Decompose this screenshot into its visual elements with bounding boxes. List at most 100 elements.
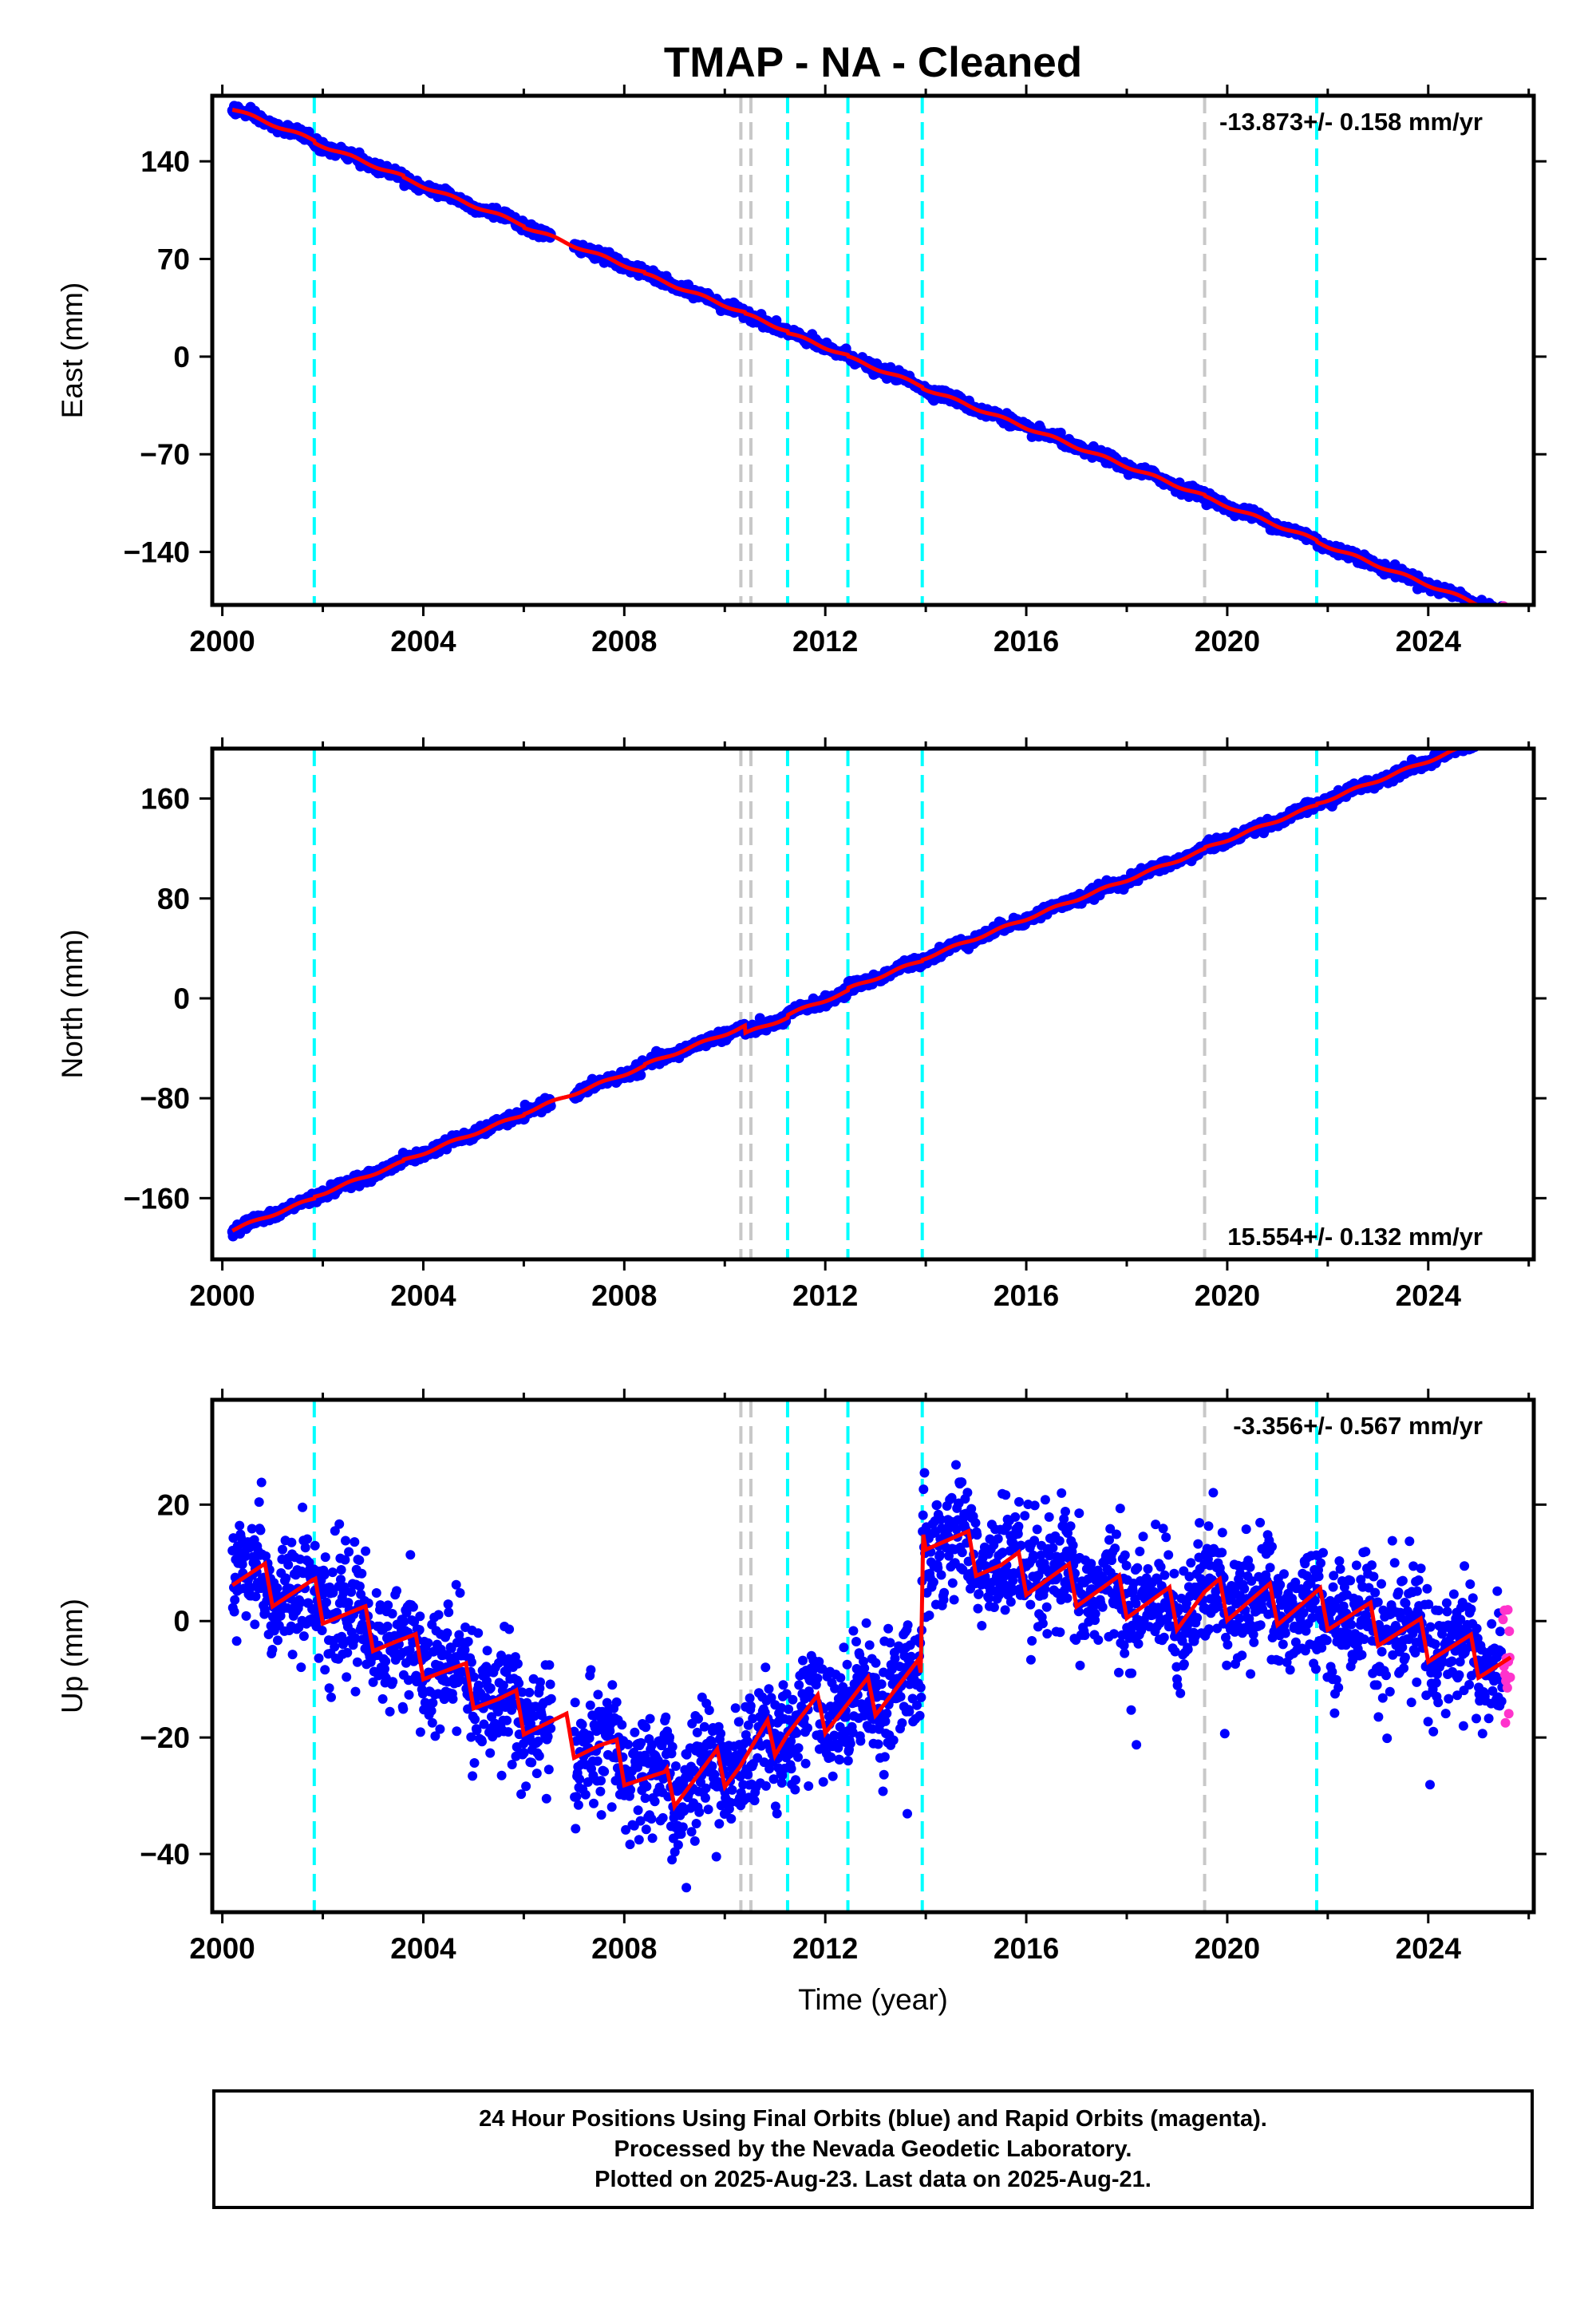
final-orbit-point [512,1658,523,1669]
final-orbit-point [504,1624,515,1634]
rapid-orbit-point [1502,609,1512,619]
final-orbit-point [283,1559,294,1570]
final-orbit-point [1489,727,1499,737]
final-orbit-point [342,1647,353,1658]
x-tick-label: 2012 [792,1279,858,1312]
final-orbit-point [477,1737,487,1747]
final-orbit-point [314,1653,324,1663]
final-orbit-point [571,1792,582,1802]
final-orbit-point [1488,722,1499,733]
final-orbit-point [1493,725,1503,736]
final-orbit-point [611,1697,622,1707]
x-tick-label: 2020 [1195,625,1260,658]
final-orbit-point [320,1552,330,1563]
rapid-orbit-point [1499,729,1510,739]
final-orbit-point [455,1588,465,1598]
final-orbit-point [327,1567,338,1578]
final-orbit-point [451,1579,461,1590]
rapid-orbit-point [1501,608,1511,619]
up-panel: 2000 2004 2008 2012 2016 2020 2024−40−20020Up … [56,1389,1547,1965]
final-orbit-point [1468,737,1479,748]
final-orbit-point [1491,726,1501,737]
final-orbit-point [645,1713,655,1724]
final-orbit-point [1477,737,1487,748]
y-tick-label: 160 [140,783,190,816]
final-orbit-point [1487,730,1497,741]
final-orbit-point [1491,729,1502,740]
final-orbit-point [423,1638,433,1648]
final-orbit-point [317,1626,327,1635]
rapid-orbit-point [1501,723,1511,733]
rapid-orbit-point [1500,608,1511,619]
final-orbit-point [1486,732,1496,742]
final-orbit-point [230,1595,240,1605]
final-orbit-point [1490,732,1500,742]
final-orbit-point [1493,606,1503,616]
final-orbit-point [1484,736,1495,746]
y-axis-label: North (mm) [56,929,89,1078]
final-orbit-point [310,1540,320,1551]
final-orbit-point [534,1751,544,1761]
final-orbit-point [543,1732,553,1741]
final-orbit-point [485,1748,496,1758]
final-orbit-point [524,1687,535,1697]
final-orbit-point [485,1683,496,1694]
final-orbit-point [415,1611,425,1622]
final-orbit-point [404,1690,414,1700]
x-tick-label: 2016 [994,1279,1059,1312]
final-orbit-point [250,1619,260,1630]
y-tick-label: −80 [140,1082,190,1115]
final-orbit-point [503,1727,513,1737]
final-orbit-point [607,1680,618,1690]
x-tick-label: 2004 [390,625,456,658]
x-tick-label: 2008 [591,625,657,658]
final-orbit-point [625,1840,635,1850]
final-orbit-point [1471,735,1481,745]
final-orbit-point [1485,607,1495,618]
final-orbit-point [641,1824,651,1835]
x-tick-label: 2008 [591,1279,657,1312]
final-orbit-point [463,1636,473,1646]
rapid-orbit-point [1503,724,1514,734]
final-orbit-point [278,1544,287,1555]
final-orbit-point [344,1547,354,1557]
final-orbit-point [235,1520,245,1531]
final-orbit-point [388,1677,398,1687]
final-orbit-point [231,1636,242,1646]
final-orbit-point [1491,607,1501,617]
final-orbit-point [1496,607,1507,618]
x-tick-label: 2004 [390,1279,456,1312]
final-orbit-point [448,1694,458,1704]
x-tick-label: 2000 [189,625,255,658]
final-orbit-point [361,1546,371,1556]
final-orbit-point [229,1607,239,1617]
final-orbit-point [237,1559,247,1570]
final-orbit-point [470,1714,480,1725]
x-tick-label: 2024 [1396,1279,1462,1312]
final-orbit-point [544,1660,555,1670]
final-orbit-point [1464,737,1475,748]
final-orbit-point [298,1631,309,1642]
model-fit-curve [231,749,1464,1233]
final-orbit-point [1480,736,1491,746]
final-orbit-point [281,1573,291,1583]
final-orbit-point [1496,725,1507,735]
final-orbit-point [527,1757,537,1768]
final-orbit-point [319,1570,330,1580]
final-orbit-point [428,1697,438,1708]
final-orbit-point [350,1686,361,1697]
final-orbit-point [256,1477,267,1488]
final-orbit-point [273,1635,282,1646]
final-orbit-point [435,1724,445,1734]
final-orbit-point [1482,734,1492,745]
final-orbit-point [636,1737,646,1748]
final-orbit-point [585,1700,595,1710]
final-orbit-point [302,1534,313,1544]
rapid-orbit-point [1498,728,1508,738]
final-orbit-point [473,1628,484,1638]
final-orbit-point [571,1824,581,1834]
final-orbit-point [452,1726,462,1737]
final-orbit-point [577,1719,587,1729]
final-orbit-point [589,1798,598,1808]
final-orbit-point [617,1720,627,1730]
